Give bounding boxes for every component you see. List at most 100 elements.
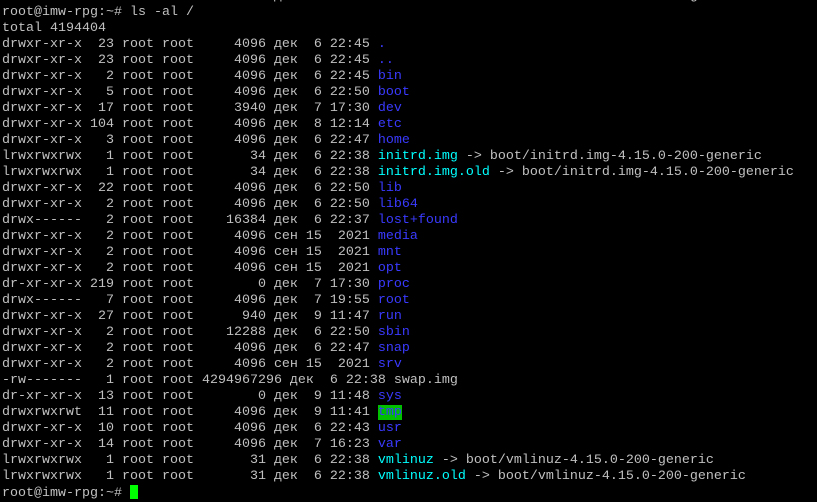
listing-row: drwxr-xr-x 2 root root 4096 дек 6 22:47 … xyxy=(2,341,794,357)
entry-metadata: lrwxrwxrwx 1 root root 34 дек 6 22:38 xyxy=(2,165,378,180)
prompt: root@imw-rpg:~# xyxy=(2,5,130,20)
entry-name: mnt xyxy=(377,245,402,260)
total-line: total 4194404 xyxy=(2,21,794,37)
entry-metadata: drwxr-xr-x 23 root root 4096 дек 6 22:45 xyxy=(2,37,378,52)
entry-metadata: drwx------ 2 root root 16384 дек 6 22:37 xyxy=(2,213,378,228)
entry-name: home xyxy=(377,133,410,148)
entry-metadata: lrwxrwxrwx 1 root root 31 дек 6 22:38 xyxy=(2,469,378,484)
listing-row: drwxr-xr-x 2 root root 4096 дек 6 22:45 … xyxy=(2,69,794,85)
active-prompt-line[interactable]: root@imw-rpg:~# xyxy=(2,485,794,501)
entry-name: sbin xyxy=(377,325,410,340)
symlink-target: -> boot/vmlinuz-4.15.0-200-generic xyxy=(465,469,746,484)
listing-row: -rw------- 1 root root 4294967296 дек 6 … xyxy=(2,373,794,389)
entry-metadata: drwxr-xr-x 2 root root 4096 дек 6 22:50 xyxy=(2,197,378,212)
listing-row: lrwxrwxrwx 1 root root 31 дек 6 22:38 vm… xyxy=(2,453,794,469)
entry-name: root xyxy=(377,293,410,308)
entry-metadata: drwx------ 7 root root 4096 дек 7 19:55 xyxy=(2,293,378,308)
symlink-target: -> boot/vmlinuz-4.15.0-200-generic xyxy=(466,0,746,4)
entry-name: etc xyxy=(377,117,402,132)
listing-row: drwx------ 2 root root 16384 дек 6 22:37… xyxy=(2,213,794,229)
entry-metadata: drwxr-xr-x 3 root root 4096 дек 6 22:47 xyxy=(2,133,378,148)
total-text: total 4194404 xyxy=(2,21,106,36)
listing-row: lrwxrwxrwx 1 root root 31 дек 6 22:38 vm… xyxy=(2,0,794,5)
entry-name: proc xyxy=(377,277,410,292)
entry-metadata: drwxr-xr-x 2 root root 12288 дек 6 22:50 xyxy=(2,325,378,340)
listing-row: drwxr-xr-x 5 root root 4096 дек 6 22:50 … xyxy=(2,85,794,101)
entry-name: bin xyxy=(377,69,402,84)
entry-name: usr xyxy=(377,421,402,436)
entry-metadata: drwxr-xr-x 2 root root 4096 сен 15 2021 xyxy=(2,229,378,244)
entry-name: vmlinuz.old xyxy=(378,0,466,4)
symlink-target: -> boot/initrd.img-4.15.0-200-generic xyxy=(489,165,794,180)
entry-metadata: dr-xr-xr-x 13 root root 0 дек 9 11:48 xyxy=(2,389,378,404)
listing-row: drwxr-xr-x 2 root root 4096 сен 15 2021 … xyxy=(2,357,794,373)
entry-name: lost+found xyxy=(377,213,458,228)
listing-row: drwxr-xr-x 23 root root 4096 дек 6 22:45… xyxy=(2,37,794,53)
entry-metadata: drwxr-xr-x 2 root root 4096 дек 6 22:47 xyxy=(2,341,378,356)
listing-row: drwxr-xr-x 10 root root 4096 дек 6 22:43… xyxy=(2,421,794,437)
entry-metadata: -rw------- 1 root root 4294967296 дек 6 … xyxy=(2,373,394,388)
listing-row: drwxr-xr-x 2 root root 4096 дек 6 22:50 … xyxy=(2,197,794,213)
entry-name: initrd.img xyxy=(377,149,458,164)
listing-row: drwxrwxrwt 11 root root 4096 дек 9 11:41… xyxy=(2,405,794,421)
entry-name: run xyxy=(377,309,402,324)
listing-row: drwxr-xr-x 2 root root 4096 сен 15 2021 … xyxy=(2,229,794,245)
listing-row: drwxr-xr-x 22 root root 4096 дек 6 22:50… xyxy=(2,181,794,197)
entry-metadata: drwxr-xr-x 5 root root 4096 дек 6 22:50 xyxy=(2,85,378,100)
entry-name: tmp xyxy=(377,405,402,420)
listing-row: drwxr-xr-x 2 root root 4096 сен 15 2021 … xyxy=(2,261,794,277)
listing-row: lrwxrwxrwx 1 root root 31 дек 6 22:38 vm… xyxy=(2,469,794,485)
listing-row: dr-xr-xr-x 13 root root 0 дек 9 11:48 sy… xyxy=(2,389,794,405)
listing-row: drwxr-xr-x 104 root root 4096 дек 8 12:1… xyxy=(2,117,794,133)
entry-metadata: drwxr-xr-x 104 root root 4096 дек 8 12:1… xyxy=(2,117,378,132)
entry-name: vmlinuz xyxy=(377,453,434,468)
entry-metadata: lrwxrwxrwx 1 root root 31 дек 6 22:38 xyxy=(2,0,378,4)
symlink-target: -> boot/initrd.img-4.15.0-200-generic xyxy=(457,149,762,164)
listing-row: drwxr-xr-x 2 root root 12288 дек 6 22:50… xyxy=(2,325,794,341)
entry-metadata: dr-xr-xr-x 219 root root 0 дек 7 17:30 xyxy=(2,277,378,292)
entry-name: media xyxy=(377,229,418,244)
entry-name: initrd.img.old xyxy=(377,165,490,180)
entry-metadata: lrwxrwxrwx 1 root root 31 дек 6 22:38 xyxy=(2,453,378,468)
command-line: root@imw-rpg:~# ls -al / xyxy=(2,5,794,21)
entry-metadata: drwxr-xr-x 17 root root 3940 дек 7 17:30 xyxy=(2,101,378,116)
listing-row: drwx------ 7 root root 4096 дек 7 19:55 … xyxy=(2,293,794,309)
listing-row: drwxr-xr-x 27 root root 940 дек 9 11:47 … xyxy=(2,309,794,325)
entry-name: . xyxy=(377,37,386,52)
listing-row: drwxr-xr-x 2 root root 4096 сен 15 2021 … xyxy=(2,245,794,261)
listing-row: drwxr-xr-x 23 root root 4096 дек 6 22:45… xyxy=(2,53,794,69)
entry-metadata: drwxr-xr-x 23 root root 4096 дек 6 22:45 xyxy=(2,53,378,68)
entry-name: sys xyxy=(377,389,402,404)
entry-name: opt xyxy=(377,261,402,276)
entry-metadata: drwxrwxrwt 11 root root 4096 дек 9 11:41 xyxy=(2,405,378,420)
entry-name: dev xyxy=(377,101,402,116)
command: ls -al / xyxy=(129,5,194,20)
entry-name: .. xyxy=(377,53,394,68)
entry-metadata: drwxr-xr-x 14 root root 4096 дек 7 16:23 xyxy=(2,437,378,452)
entry-name: var xyxy=(377,437,402,452)
entry-metadata: drwxr-xr-x 27 root root 940 дек 9 11:47 xyxy=(2,309,378,324)
entry-metadata: lrwxrwxrwx 1 root root 34 дек 6 22:38 xyxy=(2,149,378,164)
listing-row: dr-xr-xr-x 219 root root 0 дек 7 17:30 p… xyxy=(2,277,794,293)
entry-name: lib xyxy=(377,181,402,196)
listing-row: drwxr-xr-x 17 root root 3940 дек 7 17:30… xyxy=(2,101,794,117)
entry-name: vmlinuz.old xyxy=(377,469,466,484)
cursor xyxy=(129,485,138,499)
entry-name: lib64 xyxy=(377,197,418,212)
entry-metadata: drwxr-xr-x 2 root root 4096 дек 6 22:45 xyxy=(2,69,378,84)
entry-name: boot xyxy=(377,85,410,100)
terminal-output[interactable]: lrwxrwxrwx 1 root root 31 дек 6 22:38 vm… xyxy=(2,0,794,501)
listing-row: lrwxrwxrwx 1 root root 34 дек 6 22:38 in… xyxy=(2,165,794,181)
entry-name: srv xyxy=(377,357,402,372)
prompt: root@imw-rpg:~# xyxy=(2,486,130,501)
entry-name: swap.img xyxy=(393,373,458,388)
entry-metadata: drwxr-xr-x 2 root root 4096 сен 15 2021 xyxy=(2,261,378,276)
listing-row: lrwxrwxrwx 1 root root 34 дек 6 22:38 in… xyxy=(2,149,794,165)
symlink-target: -> boot/vmlinuz-4.15.0-200-generic xyxy=(433,453,714,468)
listing-row: drwxr-xr-x 14 root root 4096 дек 7 16:23… xyxy=(2,437,794,453)
entry-metadata: drwxr-xr-x 2 root root 4096 сен 15 2021 xyxy=(2,245,378,260)
listing-row: drwxr-xr-x 3 root root 4096 дек 6 22:47 … xyxy=(2,133,794,149)
entry-metadata: drwxr-xr-x 10 root root 4096 дек 6 22:43 xyxy=(2,421,378,436)
entry-metadata: drwxr-xr-x 22 root root 4096 дек 6 22:50 xyxy=(2,181,378,196)
entry-name: snap xyxy=(377,341,410,356)
